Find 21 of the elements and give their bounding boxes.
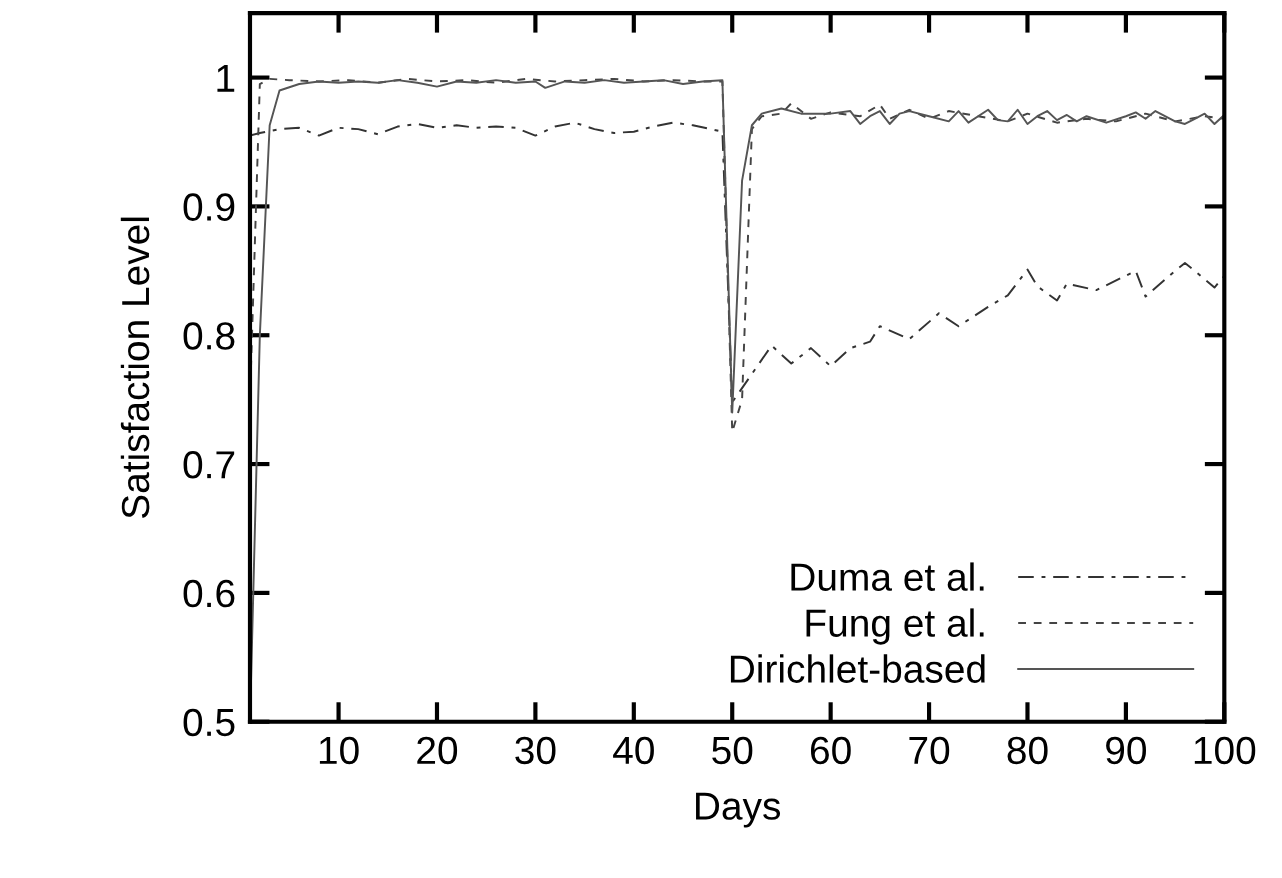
y-axis-title: Satisfaction Level — [120, 217, 150, 519]
x-tick-label: 60 — [810, 736, 851, 765]
y-tick-label: 0.8 — [183, 322, 235, 350]
x-tick-label: 30 — [515, 736, 556, 765]
y-tick-label: 0.7 — [183, 451, 235, 479]
y-tick-label: 1 — [217, 64, 235, 92]
x-tick-label: 20 — [417, 736, 458, 765]
legend-label: Duma et al. — [791, 562, 984, 591]
x-tick-label: 100 — [1194, 736, 1256, 765]
y-tick-label: 0.9 — [183, 193, 235, 221]
legend-label: Dirichlet-based — [730, 654, 985, 683]
x-tick-label: 40 — [613, 736, 654, 765]
x-tick-label: 10 — [319, 736, 359, 765]
x-tick-label: 80 — [1007, 736, 1048, 765]
x-tick-label: 90 — [1106, 736, 1146, 765]
x-axis-title: Days — [696, 792, 781, 828]
y-tick-label: 0.5 — [183, 708, 235, 737]
y-tick-label: 0.6 — [183, 579, 235, 608]
x-tick-label: 70 — [909, 736, 950, 765]
x-tick-label: 50 — [712, 736, 753, 765]
legend-label: Fung et al. — [806, 608, 984, 645]
